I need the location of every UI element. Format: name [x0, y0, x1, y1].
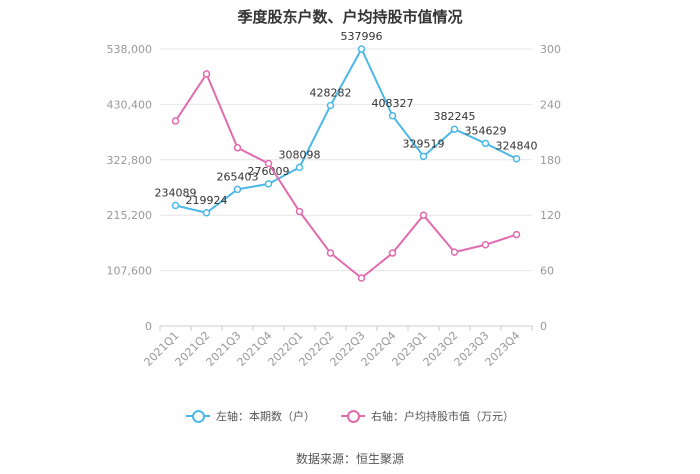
data-label: 219924: [186, 194, 228, 207]
data-label: 382245: [434, 110, 476, 123]
x-tick-label: 2023Q4: [483, 329, 523, 369]
data-label: 329519: [403, 137, 445, 150]
data-point-right: [450, 248, 459, 256]
data-point-right: [419, 211, 428, 219]
data-label: 408327: [372, 97, 414, 110]
y-left-tick-label: 107,600: [107, 265, 153, 278]
y-left-tick-label: 322,800: [107, 154, 153, 167]
data-label: 276009: [248, 165, 290, 178]
data-point-left: [233, 185, 242, 194]
data-point-right: [481, 240, 490, 249]
data-label: 537996: [341, 30, 383, 43]
data-point-left: [295, 163, 304, 172]
data-label: 234089: [155, 186, 197, 199]
legend-right-label: 右轴：户均持股市值（万元）: [371, 410, 514, 423]
legend-left-marker-icon: [186, 410, 210, 423]
data-point-right: [264, 159, 273, 168]
legend-right-marker-icon: [341, 410, 365, 423]
legend-item-left[interactable]: 左轴：本期数（户）: [186, 408, 315, 424]
data-point-left: [419, 152, 428, 161]
y-right-tick-label: 300: [540, 43, 561, 56]
data-label: 428282: [310, 86, 352, 99]
data-point-right: [388, 249, 397, 257]
data-label: 324840: [496, 140, 538, 153]
data-point-right: [512, 230, 521, 239]
data-point-right: [357, 274, 366, 282]
legend-item-right[interactable]: 右轴：户均持股市值（万元）: [341, 408, 514, 424]
data-point-right: [326, 249, 335, 257]
data-point-left: [450, 125, 459, 133]
y-right-tick-label: 180: [540, 154, 561, 167]
data-point-right: [171, 117, 180, 125]
legend: 左轴：本期数（户） 右轴：户均持股市值（万元）: [0, 408, 700, 424]
y-left-tick-label: 0: [145, 320, 152, 333]
source-note: 数据来源：恒生聚源: [295, 452, 404, 466]
series-line-left: [175, 46, 517, 214]
legend-left-label: 左轴：本期数（户）: [216, 410, 315, 423]
y-right-tick-label: 60: [540, 265, 554, 278]
data-point-right: [295, 207, 304, 216]
data-point-left: [326, 101, 335, 110]
y-left-tick-label: 538,000: [107, 43, 153, 56]
data-point-left: [481, 139, 490, 148]
data-point-left: [512, 154, 521, 163]
data-point-left: [388, 112, 397, 120]
data-point-right: [202, 70, 211, 78]
y-left-tick-label: 215,200: [107, 209, 153, 222]
chart-title: 季度股东户数、户均持股市值情况: [237, 8, 463, 26]
y-right-tick-label: 0: [540, 320, 547, 333]
data-point-left: [202, 209, 211, 217]
data-point-left: [264, 180, 273, 188]
y-right-tick-label: 120: [540, 209, 561, 222]
data-label: 265403: [217, 170, 259, 183]
y-left-tick-label: 430,400: [107, 98, 153, 111]
data-point-left: [171, 201, 180, 210]
y-right-tick-label: 240: [540, 98, 561, 111]
data-point-left: [357, 45, 366, 53]
data-label: 308098: [279, 148, 321, 161]
data-point-right: [233, 144, 242, 152]
data-label: 354629: [465, 124, 507, 137]
series-line-right: [174, 71, 517, 280]
